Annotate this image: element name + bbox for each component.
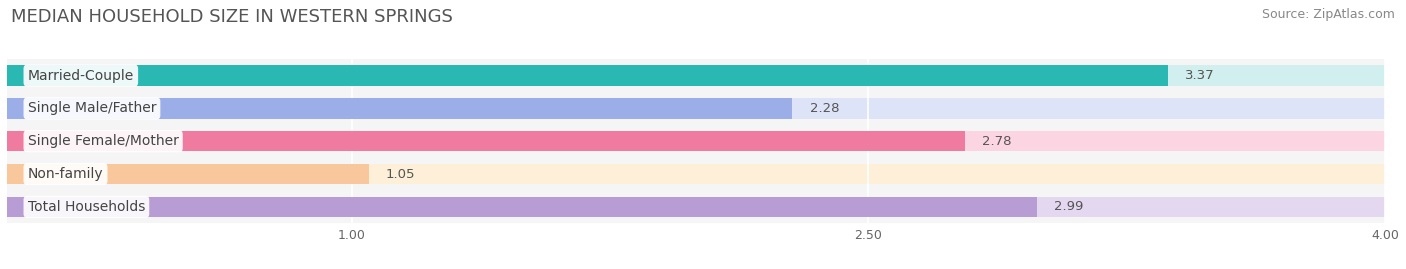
Text: 2.99: 2.99	[1054, 200, 1084, 213]
Text: 3.37: 3.37	[1185, 69, 1215, 82]
Text: 2.28: 2.28	[810, 102, 839, 115]
Text: MEDIAN HOUSEHOLD SIZE IN WESTERN SPRINGS: MEDIAN HOUSEHOLD SIZE IN WESTERN SPRINGS	[11, 8, 453, 26]
Text: Source: ZipAtlas.com: Source: ZipAtlas.com	[1261, 8, 1395, 21]
Text: Married-Couple: Married-Couple	[28, 69, 134, 83]
Bar	[7, 164, 1385, 184]
Bar	[7, 98, 793, 119]
Bar	[7, 197, 1385, 217]
Text: Total Households: Total Households	[28, 200, 145, 214]
Bar	[7, 65, 1385, 86]
Bar	[7, 65, 1168, 86]
Bar	[7, 131, 1385, 151]
Text: Single Male/Father: Single Male/Father	[28, 101, 156, 115]
Text: Non-family: Non-family	[28, 167, 103, 181]
Text: 1.05: 1.05	[387, 168, 415, 180]
Bar	[7, 164, 368, 184]
Bar	[7, 197, 1038, 217]
Bar	[7, 131, 965, 151]
Bar	[7, 98, 1385, 119]
Text: 2.78: 2.78	[981, 135, 1011, 148]
Text: Single Female/Mother: Single Female/Mother	[28, 134, 179, 148]
